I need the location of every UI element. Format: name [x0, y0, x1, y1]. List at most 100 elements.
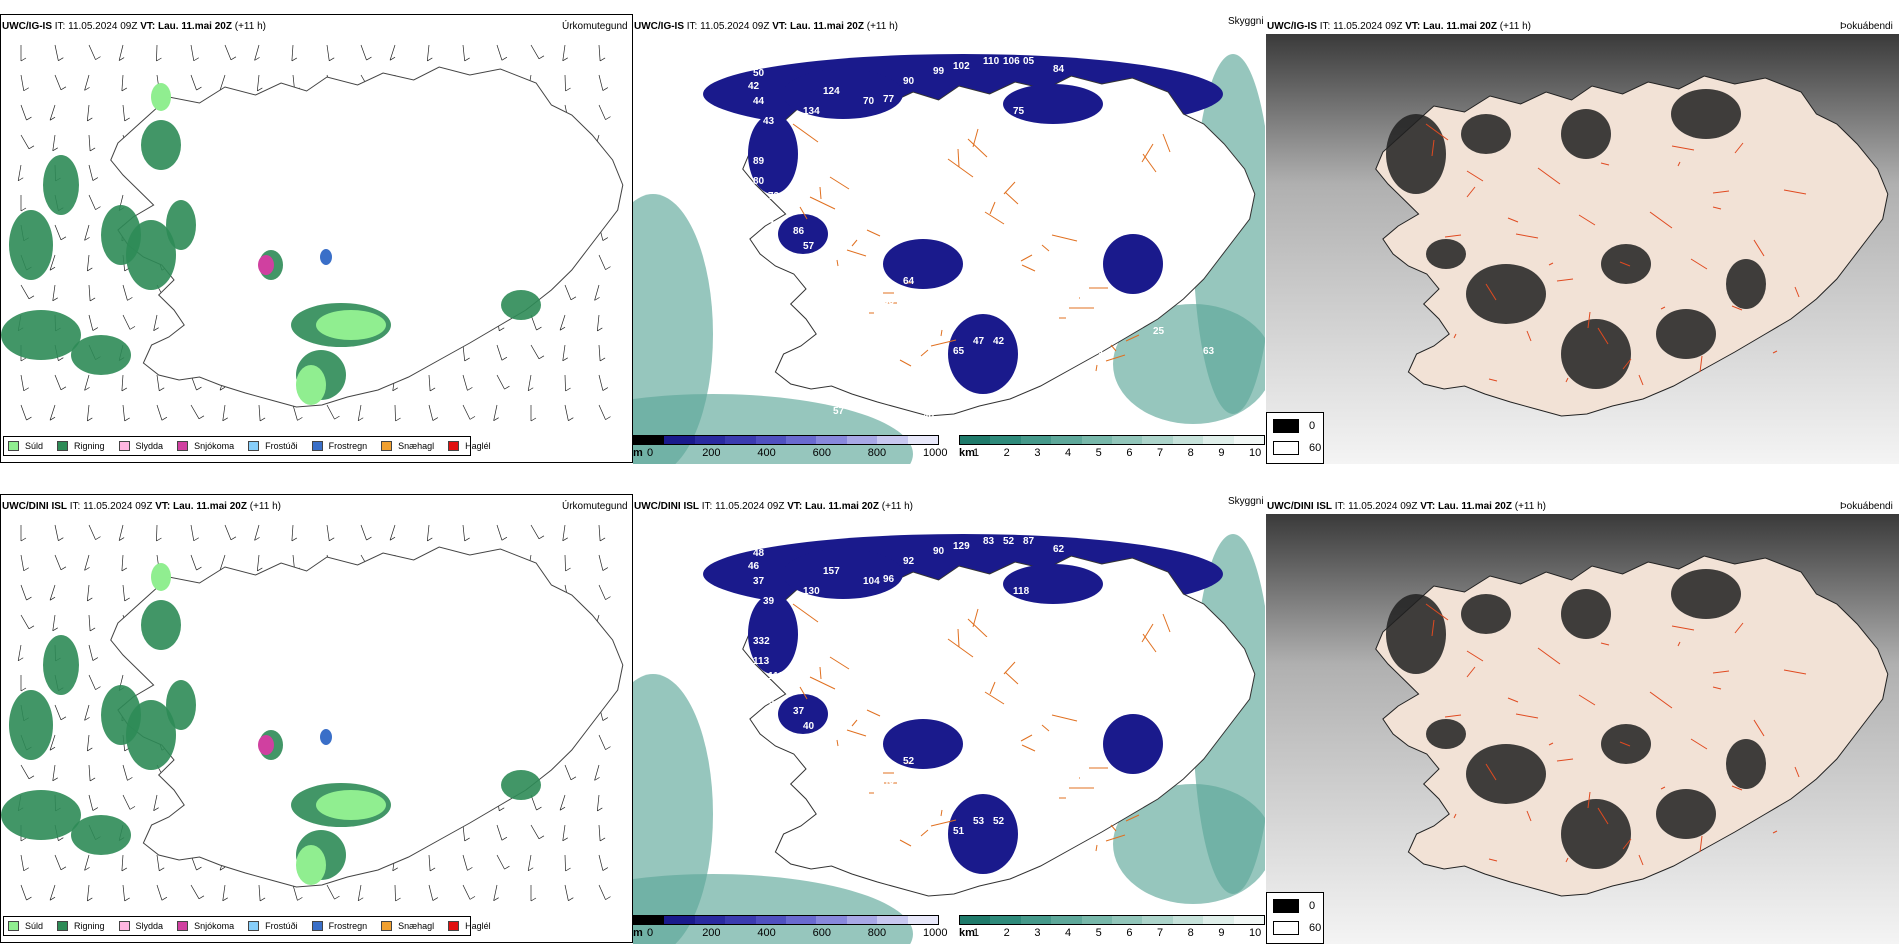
visibility_scale-tick: 10 [1249, 927, 1262, 939]
legend-item: Rigning [57, 921, 105, 931]
cloudbase_scale-colorbar [633, 915, 939, 925]
cloud-base-label: 52 [713, 256, 725, 267]
cloudbase_scale-tick: 600 [812, 447, 831, 459]
cloud-base-label: 77 [883, 94, 895, 105]
legend-label: Frostregn [328, 441, 368, 451]
cloud-base-label: 92 [873, 266, 885, 277]
cloud-base-label: 46 [1073, 286, 1085, 297]
visibility_scale-unit: km [959, 927, 975, 939]
header-cloud-row1: UWC/IG-IS IT: 11.05.2024 09Z VT: Lau. 11… [634, 21, 898, 32]
visibility_scale-unit: km [959, 447, 975, 459]
cloud-base-label: 66 [1013, 796, 1025, 807]
legend-item: Snæhagl [381, 921, 434, 931]
cloud-base-label: 39 [1033, 286, 1045, 297]
cloud-base-label: 76 [913, 346, 925, 357]
legend-item: Haglél [448, 441, 491, 451]
cloud-base-label: 332 [753, 636, 770, 647]
cloud-base-label: 52 [913, 386, 925, 397]
fog-legend-label: 0 [1309, 900, 1316, 912]
cloud-base-label: 16 [973, 156, 985, 167]
cloud-base-label: 05 [1023, 56, 1035, 67]
fog-legend-swatch [1273, 921, 1299, 935]
cloud-base-label: 49 [913, 826, 925, 837]
cloud-base-label: 62 [1053, 544, 1065, 555]
legend-item: Slydda [118, 921, 163, 931]
cloud-base-label: 32 [943, 856, 955, 867]
cloud-visibility-panel-row1: 50 42 44 43 134 124 70 77 90 99 102 110 106 05 84 75 81 5… [633, 34, 1265, 464]
legend-label: Haglél [465, 441, 491, 451]
cloud-base-label: 20 [933, 866, 945, 877]
fog-legend-label: 60 [1309, 922, 1322, 934]
visibility_scale-tick: 1 [973, 927, 980, 939]
fog-legend-swatch [1273, 899, 1299, 913]
colorbars-row2: m 0 200 400 600 800 1000 km 1 2 3 4 5 6 7 8 9 10 [633, 915, 1265, 943]
cloud-base-label: 44 [1013, 316, 1025, 327]
legend-swatch [448, 921, 460, 931]
visibility_scale-colorbar [959, 435, 1265, 445]
fog-legend-swatch [1273, 419, 1299, 433]
legend-swatch [8, 441, 19, 451]
legend-label: Frostúði [265, 441, 298, 451]
legend-item: Súld [8, 441, 43, 451]
visibility_scale-tick: 7 [1157, 447, 1164, 459]
precip-legend-row2: Súld Rigning Slydda Snjókoma Frostúði Frostre… [3, 916, 491, 936]
visibility_scale-tick: 4 [1065, 927, 1072, 939]
cloud-base-label: 111 [768, 671, 784, 682]
cloud-base-label: 52 [1003, 536, 1015, 547]
cloud-base-label: 65 [1073, 816, 1085, 827]
precip-map-row2 [1, 524, 624, 902]
cloud-base-label: 38 [833, 286, 845, 297]
panel-title-precip-row1: Úrkomutegund [562, 21, 628, 32]
legend-label: Slydda [135, 441, 164, 451]
cloud-base-label: 70 [863, 96, 875, 107]
cloud-base-label: 106 [1003, 56, 1020, 67]
header-fog-row1: UWC/IG-IS IT: 11.05.2024 09Z VT: Lau. 11… [1267, 21, 1531, 32]
fog-legend-row: 60 [1273, 441, 1321, 455]
visibility_scale-tick: 3 [1034, 447, 1041, 459]
legend-swatch [248, 921, 260, 931]
cloudbase_scale-tick: 1000 [923, 927, 948, 939]
cloud-base-label: 113 [753, 656, 770, 667]
visibility_scale-tick: 6 [1126, 927, 1133, 939]
legend-label: Súld [25, 441, 44, 451]
legend-label: Snjókoma [194, 441, 235, 451]
cloud-base-label: 40 [923, 336, 935, 347]
legend-swatch [118, 441, 130, 451]
cloud-base-label: 48 [913, 396, 925, 407]
legend-label: Rigning [74, 441, 105, 451]
cloud-base-label: 37 [793, 706, 805, 717]
cloud-base-label: 118 [1013, 586, 1030, 597]
panel-title-cloud-row2: Skyggni [1228, 496, 1264, 507]
cloud-base-label: 69 [983, 606, 995, 617]
cloudbase_scale-tick: 400 [757, 447, 776, 459]
cloud-base-label: 102 [953, 61, 970, 72]
cloud-base-label: 147 [933, 386, 950, 397]
fog-legend-row2: 0 60 [1266, 892, 1324, 944]
cloud-base-label: 55 [943, 376, 955, 387]
visibility_scale-tick: 6 [1126, 447, 1133, 459]
cloud-base-label: 40 [1073, 336, 1085, 347]
visibility_scale-tick: 9 [1218, 927, 1225, 939]
legend-label: Frostúði [265, 921, 298, 931]
cloud-base-label: 50 [793, 366, 805, 377]
cloud-base-label: 64 [713, 736, 725, 747]
cloud-base-label: 52 [993, 816, 1005, 827]
cloud-base-label: 92 [903, 556, 915, 567]
cloudbase_scale-unit: m [633, 447, 643, 459]
cloud-base-label: 110 [983, 56, 1000, 67]
cloudbase_scale-tick: 200 [702, 927, 721, 939]
cloud-base-label: 99 [933, 66, 945, 77]
cloud-base-label: 41 [1093, 346, 1105, 357]
precip-type-panel-row2: Súld Rigning Slydda Snjókoma Frostúði Frostre… [0, 494, 633, 943]
legend-swatch [381, 441, 393, 451]
legend-label: Snæhagl [398, 441, 435, 451]
cloudbase_scale-tick: 200 [702, 447, 721, 459]
cloud-base-label: 81 [983, 136, 995, 147]
legend-item: Rigning [57, 441, 105, 451]
colorbars-row1: m 0 200 400 600 800 1000 km 1 2 3 4 5 6 7 8 9 10 [633, 435, 1265, 463]
header-cloud-row2: UWC/DINI ISL IT: 11.05.2024 09Z VT: Lau.… [634, 501, 913, 512]
cloud-base-label: 40 [803, 721, 815, 732]
fog-map-row1 [1266, 34, 1899, 464]
